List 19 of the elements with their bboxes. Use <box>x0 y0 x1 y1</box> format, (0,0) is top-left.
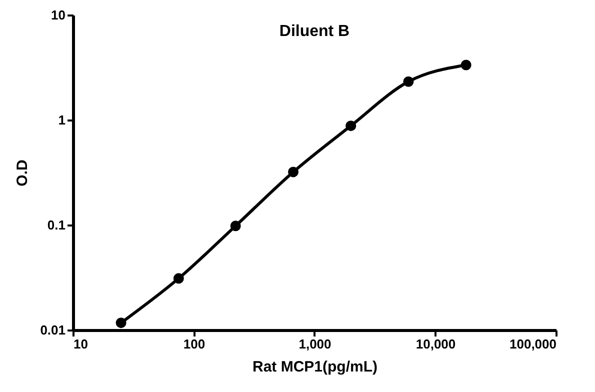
y-tick-label: 1 <box>58 112 66 128</box>
point <box>346 120 356 132</box>
x-tick-label: 10,000 <box>416 336 456 352</box>
x-tick-label: 10 <box>74 336 88 352</box>
chart-title: Diluent B <box>279 23 350 40</box>
point <box>173 273 184 284</box>
point <box>460 60 472 70</box>
y-tick-label: 0.1 <box>47 218 66 232</box>
x-axis-title: Rat MCP1(pg/mL) <box>252 358 378 376</box>
y-tick-label: 0.01 <box>40 322 66 338</box>
point <box>230 220 241 232</box>
point <box>403 76 414 87</box>
point <box>288 166 299 178</box>
x-tick-label: 1,000 <box>298 336 332 352</box>
x-tick-label: 100 <box>183 336 206 352</box>
point <box>116 318 126 328</box>
y-axis-title: O.D <box>14 160 32 186</box>
y-tick-label: 10 <box>51 8 66 22</box>
x-tick-label: 100,000 <box>510 336 556 352</box>
